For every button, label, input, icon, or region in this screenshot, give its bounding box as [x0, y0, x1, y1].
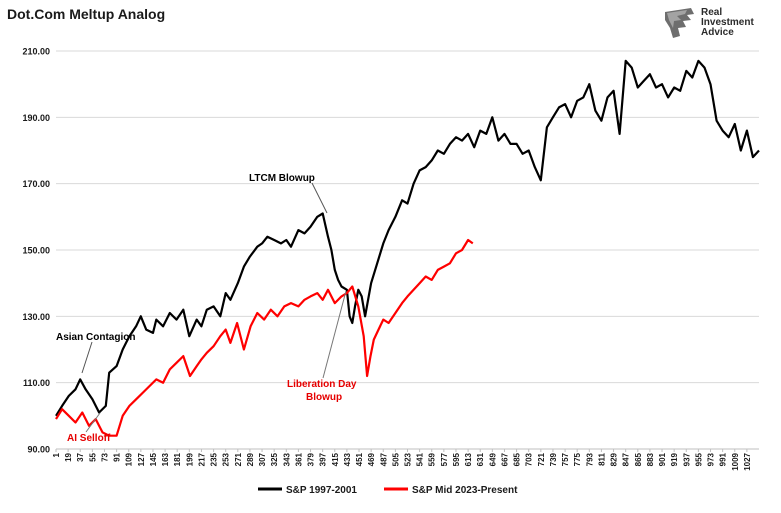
- x-tick-label: 721: [537, 452, 546, 466]
- liberation-day-leader-line: [322, 290, 347, 379]
- annotation-asian-contagion: Asian Contagion: [56, 332, 135, 343]
- y-tick-label: 190.00: [22, 113, 50, 123]
- x-tick-label: 595: [452, 452, 461, 466]
- x-tick-label: 811: [597, 452, 606, 465]
- x-tick-label: 505: [391, 452, 400, 466]
- logo-text: Real Investment Advice: [701, 8, 754, 38]
- x-tick-label: 793: [585, 452, 594, 466]
- series-line-1: [55, 59, 760, 417]
- x-tick-label: 379: [307, 452, 316, 466]
- x-tick-label: 829: [610, 452, 619, 466]
- x-axis-ticks: 1 19 37 55 73 91 109 127 145 163 181 199 217 235 253 27…: [52, 449, 752, 471]
- x-tick-label: 847: [622, 452, 631, 466]
- x-tick-label: 775: [573, 452, 582, 466]
- annotations: LTCM Blowup Asian Contagion AI Selloff L…: [56, 173, 357, 444]
- x-tick-label: 469: [367, 452, 376, 466]
- legend-label-2: S&P Mid 2023-Present: [412, 485, 518, 496]
- x-tick-label: 55: [88, 452, 97, 461]
- chart-title: Dot.Com Meltup Analog: [7, 6, 166, 22]
- x-tick-label: 433: [343, 452, 352, 466]
- series-lines: [55, 59, 760, 437]
- x-tick-label: 955: [694, 452, 703, 466]
- x-tick-label: 541: [416, 452, 425, 466]
- y-tick-label: 170.00: [22, 179, 50, 189]
- x-tick-label: 1027: [743, 452, 752, 470]
- x-tick-label: 127: [137, 452, 146, 466]
- legend: S&P 1997-2001 S&P Mid 2023-Present: [258, 485, 518, 496]
- annotation-liberation-day: Liberation Day: [287, 379, 357, 390]
- x-tick-label: 703: [525, 452, 534, 466]
- x-tick-label: 199: [185, 452, 194, 466]
- x-tick-label: 37: [76, 452, 85, 461]
- y-tick-label: 110.00: [23, 378, 50, 388]
- company-logo: Real Investment Advice: [661, 6, 771, 42]
- eagle-icon: [665, 8, 694, 38]
- x-tick-label: 73: [100, 452, 109, 461]
- asian-contagion-leader-line: [81, 341, 93, 374]
- annotation-ltcm: LTCM Blowup: [249, 173, 315, 184]
- x-tick-label: 19: [64, 452, 73, 461]
- x-tick-label: 415: [331, 452, 340, 466]
- annotation-blowup: Blowup: [306, 392, 342, 403]
- y-tick-label: 150.00: [22, 246, 50, 256]
- x-tick-label: 685: [513, 452, 522, 466]
- x-tick-label: 361: [294, 452, 303, 466]
- y-tick-label: 90.00: [27, 445, 50, 455]
- x-tick-label: 397: [319, 452, 328, 466]
- x-tick-label: 91: [113, 452, 122, 461]
- x-tick-label: 613: [464, 452, 473, 466]
- x-tick-label: 667: [500, 452, 509, 466]
- x-tick-label: 109: [125, 452, 134, 466]
- annotation-ai-selloff: AI Selloff: [67, 433, 111, 444]
- logo-line-1: Real: [701, 7, 723, 18]
- x-tick-label: 649: [488, 452, 497, 466]
- x-tick-label: 253: [222, 452, 231, 466]
- y-tick-label: 130.00: [22, 312, 50, 322]
- x-tick-label: 559: [428, 452, 437, 466]
- ai-selloff-leader-line: [85, 412, 101, 433]
- x-tick-label: 145: [149, 452, 158, 466]
- x-tick-label: 991: [719, 452, 728, 466]
- y-tick-label: 210.00: [22, 47, 50, 57]
- legend-label-1: S&P 1997-2001: [286, 485, 357, 496]
- x-tick-label: 865: [634, 452, 643, 466]
- x-tick-label: 289: [246, 452, 255, 466]
- x-tick-label: 631: [476, 452, 485, 466]
- y-axis-ticks: 90.00 110.00 130.00 150.00 170.00 190.00 210.0…: [22, 47, 50, 455]
- x-tick-label: 577: [440, 452, 449, 466]
- x-tick-label: 883: [646, 452, 655, 466]
- x-tick-label: 919: [670, 452, 679, 466]
- x-tick-label: 343: [282, 452, 291, 466]
- x-tick-label: 217: [197, 452, 206, 466]
- x-tick-label: 523: [404, 452, 413, 466]
- x-tick-label: 973: [707, 452, 716, 466]
- x-tick-label: 307: [258, 452, 267, 466]
- logo-line-3: Advice: [701, 27, 734, 38]
- x-tick-label: 451: [355, 452, 364, 466]
- ltcm-leader-line: [311, 182, 328, 214]
- x-tick-label: 325: [270, 452, 279, 466]
- x-tick-label: 181: [173, 452, 182, 466]
- series-line-2: [55, 238, 474, 437]
- x-tick-label: 937: [682, 452, 691, 466]
- logo-line-2: Investment: [701, 17, 754, 28]
- x-tick-label: 271: [234, 452, 243, 466]
- x-tick-label: 235: [210, 452, 219, 466]
- x-tick-label: 163: [161, 452, 170, 466]
- x-tick-label: 739: [549, 452, 558, 466]
- x-tick-label: 1: [52, 452, 61, 457]
- x-tick-label: 1009: [731, 452, 740, 470]
- grid-lines: [56, 50, 759, 450]
- x-tick-label: 757: [561, 452, 570, 466]
- x-tick-label: 487: [379, 452, 388, 466]
- x-tick-label: 901: [658, 452, 667, 466]
